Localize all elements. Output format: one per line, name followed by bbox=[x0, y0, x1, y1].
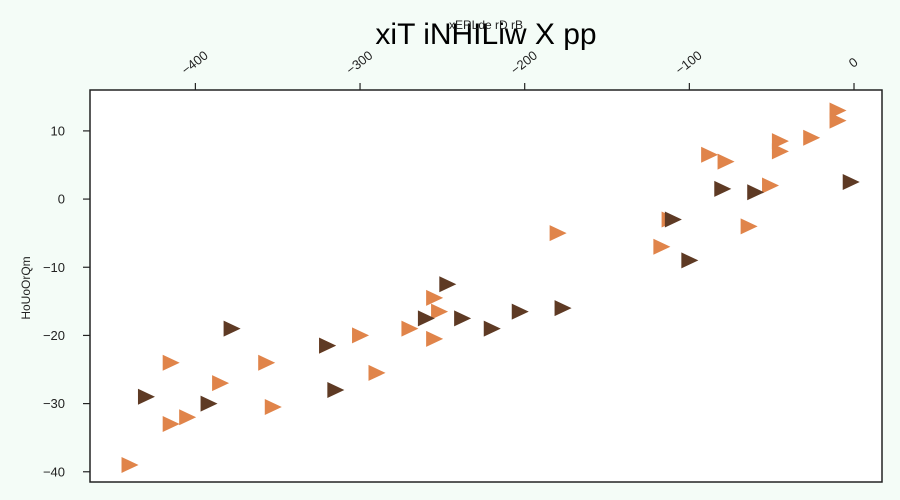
data-point bbox=[664, 211, 682, 228]
y-tick-label: −30 bbox=[43, 396, 65, 411]
data-point bbox=[162, 416, 180, 433]
data-point bbox=[319, 337, 337, 354]
data-point bbox=[554, 300, 572, 317]
data-point bbox=[714, 180, 732, 197]
y-tick-label: 10 bbox=[51, 123, 65, 138]
y-tick-label: −40 bbox=[43, 464, 65, 479]
data-point bbox=[258, 354, 276, 371]
series-1 bbox=[121, 102, 847, 473]
x-tick-label: −200 bbox=[508, 48, 540, 78]
data-point bbox=[762, 177, 780, 194]
y-tick-label: −20 bbox=[43, 328, 65, 343]
data-point bbox=[701, 146, 719, 163]
data-point bbox=[681, 252, 699, 269]
data-point bbox=[426, 289, 444, 306]
data-point bbox=[549, 225, 567, 242]
y-tick-label: −10 bbox=[43, 260, 65, 275]
x-tick-label: 0 bbox=[846, 54, 861, 70]
data-point bbox=[829, 112, 847, 129]
data-point bbox=[771, 133, 789, 150]
x-tick-label: −400 bbox=[178, 48, 210, 78]
data-point bbox=[426, 330, 444, 347]
data-point bbox=[653, 238, 671, 255]
data-point bbox=[327, 381, 345, 398]
data-point bbox=[417, 310, 435, 327]
plot-area bbox=[89, 89, 883, 483]
data-point bbox=[137, 388, 155, 405]
data-point bbox=[431, 303, 449, 320]
data-point bbox=[829, 102, 847, 119]
data-point bbox=[454, 310, 472, 327]
data-point bbox=[223, 320, 241, 337]
x-tick-label: −100 bbox=[672, 48, 704, 78]
data-point bbox=[212, 375, 230, 392]
data-point bbox=[771, 143, 789, 160]
y-tick-label: 0 bbox=[58, 192, 65, 207]
x-axis-label: xERLde rD rB bbox=[449, 18, 523, 32]
data-point bbox=[747, 184, 765, 201]
chart-title: xiT iNHILiw X pp bbox=[375, 18, 596, 51]
data-point bbox=[368, 364, 386, 381]
data-point bbox=[740, 218, 758, 235]
data-point bbox=[842, 174, 860, 191]
data-point bbox=[401, 320, 419, 337]
data-point bbox=[803, 129, 821, 146]
data-point bbox=[352, 327, 370, 344]
data-point bbox=[483, 320, 501, 337]
series-2 bbox=[137, 174, 860, 412]
x-tick-label: −300 bbox=[343, 48, 375, 78]
data-point bbox=[162, 354, 180, 371]
data-points bbox=[121, 102, 860, 473]
data-point bbox=[439, 276, 457, 293]
data-point bbox=[121, 456, 139, 473]
data-point bbox=[264, 399, 282, 416]
data-point bbox=[717, 153, 735, 170]
data-point bbox=[200, 395, 218, 412]
data-point bbox=[511, 303, 529, 320]
y-axis-label: HoUoOrQm bbox=[19, 256, 33, 319]
data-point bbox=[179, 409, 197, 426]
